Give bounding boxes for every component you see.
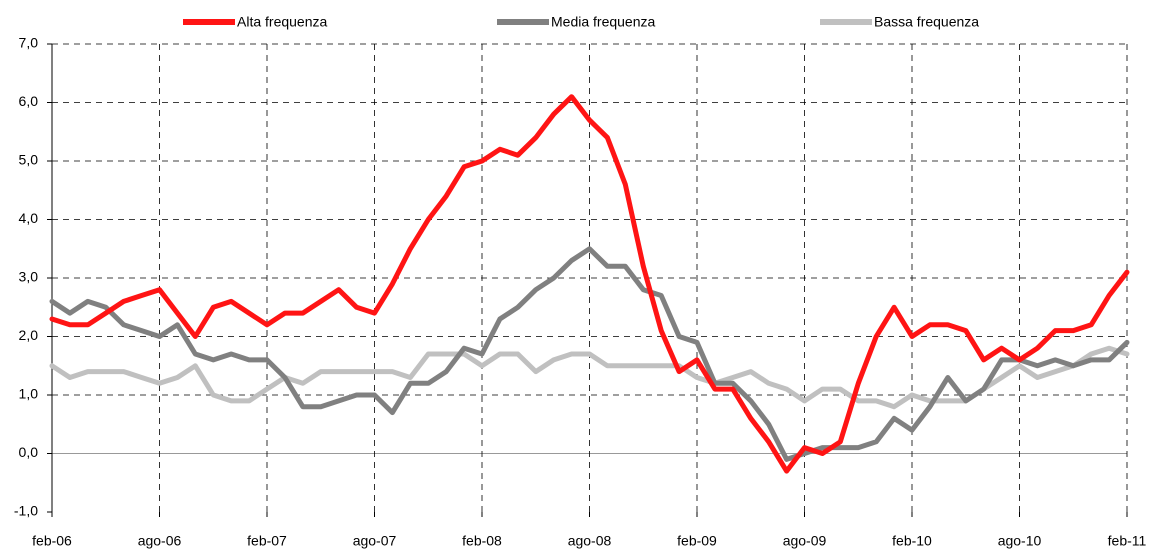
legend-label: Alta frequenza [237, 14, 327, 30]
y-tick-label: 7,0 [19, 35, 39, 51]
x-tick-label: feb-07 [247, 533, 287, 549]
legend-label: Bassa frequenza [874, 14, 979, 30]
legend-label: Media frequenza [551, 14, 656, 30]
x-tick-label: ago-08 [568, 533, 612, 549]
series-line [49, 345, 1130, 410]
y-tick-label: 1,0 [19, 386, 39, 402]
x-tick-label: feb-09 [677, 533, 717, 549]
y-tick-label: 4,0 [19, 210, 39, 226]
x-tick-label: ago-06 [138, 533, 182, 549]
series-line [49, 94, 1130, 474]
y-tick-label: 0,0 [19, 444, 39, 460]
x-tick-label: feb-08 [462, 533, 502, 549]
y-tick-label: -1,0 [14, 503, 38, 519]
x-tick-label: feb-11 [1108, 533, 1147, 549]
x-tick-label: feb-06 [32, 533, 72, 549]
series-line [49, 246, 1130, 462]
x-tick-label: ago-10 [998, 533, 1042, 549]
x-tick-label: ago-09 [783, 533, 827, 549]
x-tick-label: feb-10 [892, 533, 932, 549]
y-tick-label: 3,0 [19, 269, 39, 285]
x-tick-label: ago-07 [353, 533, 397, 549]
y-tick-label: 2,0 [19, 327, 39, 343]
y-tick-label: 5,0 [19, 152, 39, 168]
y-tick-label: 6,0 [19, 93, 39, 109]
